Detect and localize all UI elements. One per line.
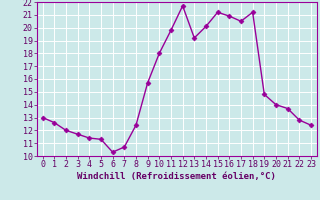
X-axis label: Windchill (Refroidissement éolien,°C): Windchill (Refroidissement éolien,°C)	[77, 172, 276, 181]
